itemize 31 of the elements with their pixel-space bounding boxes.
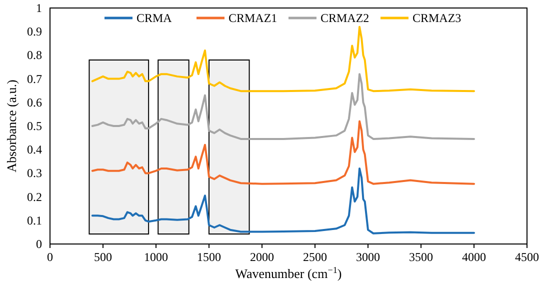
legend-label: CRMA [136,11,172,25]
y-tick-label: 0.8 [27,48,42,62]
y-tick-label: 0.7 [27,72,42,86]
x-tick-label: 1000 [144,250,168,264]
x-tick-label: 4000 [462,250,486,264]
x-tick-label: 3500 [409,250,433,264]
y-tick-label: 0.4 [27,142,42,157]
x-tick-label: 0 [47,250,53,264]
y-tick-label: 0.6 [27,95,42,110]
y-tick-label: 0.5 [27,119,42,133]
line-series [91,26,475,92]
x-tick-label: 2000 [250,250,274,264]
x-tick-label: 1500 [197,250,221,264]
legend-label: CRMAZ1 [228,11,278,25]
x-tick-label: 3000 [356,250,380,264]
y-tick-label: 0.9 [27,24,42,39]
x-tick-label: 500 [94,250,112,264]
y-tick-label: 1 [36,1,42,15]
line-series [91,73,475,140]
y-tick-label: 0.2 [27,190,42,204]
x-tick-label: 4500 [515,250,539,264]
legend-label: CRMAZ2 [320,11,370,25]
x-tick-label: 2500 [303,250,327,264]
x-axis-title: Wavenumber (cm$^{−1}$) [235,265,342,281]
legend-label: CRMAZ3 [412,11,462,25]
y-tick-label: 0 [36,237,42,251]
y-tick-label: 0.1 [27,213,42,228]
y-axis-title: Absorbance (a.u.) [4,80,19,172]
y-tick-label: 0.3 [27,166,42,180]
line-series [91,167,475,234]
line-series [91,120,475,185]
